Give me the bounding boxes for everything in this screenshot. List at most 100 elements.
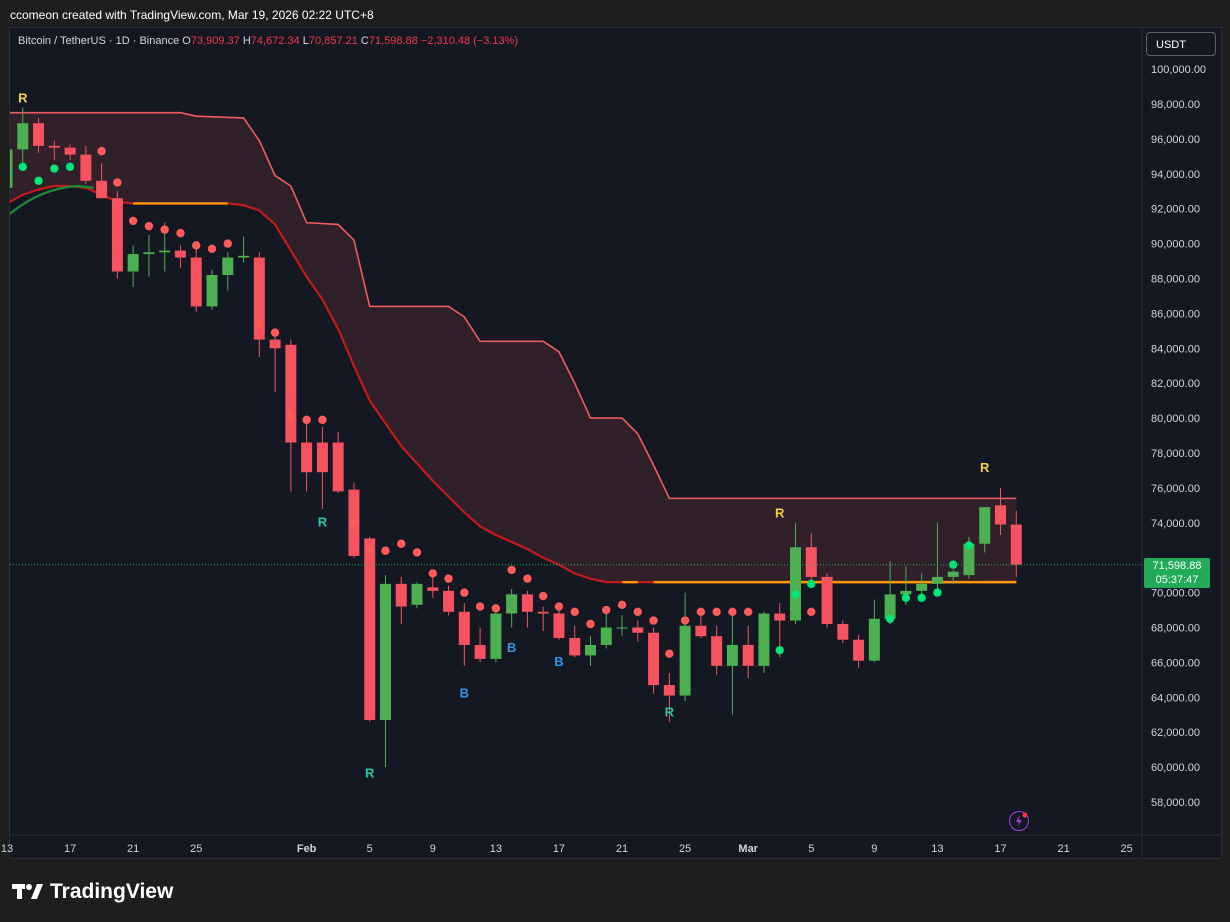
green-signal-dot xyxy=(949,560,958,569)
red-signal-dot xyxy=(318,415,327,425)
price-tick-label: 84,000.00 xyxy=(1151,343,1200,355)
candle-body xyxy=(474,644,486,659)
red-signal-dot xyxy=(617,600,627,610)
candle-body xyxy=(395,583,407,607)
signal-label: R xyxy=(980,460,990,475)
signal-label: R xyxy=(775,506,785,521)
price-tick-label: 80,000.00 xyxy=(1151,413,1200,425)
green-signal-dot xyxy=(10,172,12,179)
red-signal-dot xyxy=(633,607,642,616)
time-tick-label: 21 xyxy=(616,843,628,855)
legend-change: −2,310.48 (−3.13%) xyxy=(420,35,519,47)
candle-body xyxy=(963,543,975,576)
candle-body xyxy=(711,636,723,666)
legend-symbol: Bitcoin / TetherUS · 1D · Binance xyxy=(18,35,180,47)
time-tick-label: 9 xyxy=(871,843,877,855)
green-signal-dot xyxy=(901,593,911,603)
footer-logo: TradingView xyxy=(12,880,173,904)
red-signal-dot xyxy=(349,518,359,527)
red-signal-dot xyxy=(302,415,311,425)
candle-body xyxy=(805,547,817,577)
candle-body xyxy=(947,571,959,577)
candle-body xyxy=(884,594,896,619)
legend-high-label: H xyxy=(242,35,251,47)
candle-body xyxy=(64,147,76,155)
time-tick-label: 13 xyxy=(490,843,502,855)
red-signal-dot xyxy=(680,616,690,625)
red-signal-dot xyxy=(554,602,564,611)
green-signal-dot xyxy=(775,645,784,655)
signal-label: B xyxy=(554,654,563,669)
candle-body xyxy=(900,590,912,595)
candle-body xyxy=(285,344,297,443)
candle-body xyxy=(569,637,581,656)
candle-body xyxy=(48,145,60,148)
red-signal-dot xyxy=(397,539,406,548)
candle-body xyxy=(17,123,29,150)
price-tick-label: 64,000.00 xyxy=(1151,692,1200,704)
signal-label: B xyxy=(460,685,469,700)
price-tick-label: 66,000.00 xyxy=(1151,657,1200,669)
price-tick-label: 74,000.00 xyxy=(1151,518,1200,530)
price-tick-label: 76,000.00 xyxy=(1151,483,1200,495)
candle-body xyxy=(411,583,423,605)
time-tick-label: 17 xyxy=(994,843,1006,855)
time-tick-label: 17 xyxy=(553,843,565,855)
legend-close-label: C xyxy=(360,35,369,47)
plot-area: R R R B B B R R R xyxy=(10,90,1142,781)
red-signal-dot xyxy=(176,228,185,238)
green-signal-dot xyxy=(65,162,75,172)
red-signal-dot xyxy=(128,216,138,226)
red-signal-dot xyxy=(743,607,753,616)
candle-body xyxy=(584,644,596,656)
price-tick-label: 82,000.00 xyxy=(1151,378,1200,390)
red-signal-dot xyxy=(728,607,737,616)
alert-icon[interactable] xyxy=(1009,811,1029,831)
candle-body xyxy=(96,180,108,199)
price-tick-label: 98,000.00 xyxy=(1151,99,1200,111)
time-tick-label: 5 xyxy=(808,843,814,855)
legend-low: 70,857.21 xyxy=(308,35,358,47)
bar-countdown: 05:37:47 xyxy=(1155,574,1199,586)
red-signal-dot xyxy=(144,221,154,231)
chart-frame[interactable] xyxy=(9,27,1222,859)
time-tick-label: Mar xyxy=(738,843,758,855)
red-signal-dot xyxy=(475,602,485,611)
red-signal-dot xyxy=(444,574,453,583)
legend-close: 71,598.88 xyxy=(368,35,418,47)
green-signal-dot xyxy=(933,588,942,597)
red-signal-dot xyxy=(491,604,501,613)
red-signal-dot xyxy=(807,607,816,616)
red-signal-dot xyxy=(207,244,217,254)
red-signal-dot xyxy=(712,607,721,616)
candle-body xyxy=(443,590,455,612)
price-tick-label: 94,000.00 xyxy=(1151,169,1200,181)
candle-body xyxy=(174,250,186,258)
legend-open: 73,909.37 xyxy=(190,35,240,47)
currency-button[interactable]: USDT xyxy=(1146,32,1216,56)
band-fill xyxy=(10,112,1017,583)
legend-high: 74,672.34 xyxy=(250,35,300,47)
red-signal-dot xyxy=(365,544,374,554)
price-tick-label: 78,000.00 xyxy=(1151,448,1200,460)
candle-body xyxy=(111,198,123,272)
red-signal-dot xyxy=(586,619,595,629)
red-signal-dot xyxy=(160,225,169,234)
red-signal-dot xyxy=(428,569,437,578)
candle-body xyxy=(190,257,202,307)
red-signal-dot xyxy=(412,548,422,557)
symbol-legend: Bitcoin / TetherUS · 1D · Binance O73,90… xyxy=(18,35,518,47)
time-tick-label: 25 xyxy=(1121,843,1133,855)
candle-body xyxy=(837,624,849,640)
support-line-left xyxy=(10,184,94,216)
candle-body xyxy=(868,618,880,661)
red-signal-dot xyxy=(270,328,280,337)
price-tick-label: 90,000.00 xyxy=(1151,239,1200,251)
chart-caption: ccomeon created with TradingView.com, Ma… xyxy=(10,8,374,22)
upper-band-line xyxy=(10,111,1017,500)
time-tick-label: 5 xyxy=(367,843,373,855)
price-tick-label: 92,000.00 xyxy=(1151,204,1200,216)
signal-label: R xyxy=(318,514,328,529)
candle-body xyxy=(521,594,533,612)
